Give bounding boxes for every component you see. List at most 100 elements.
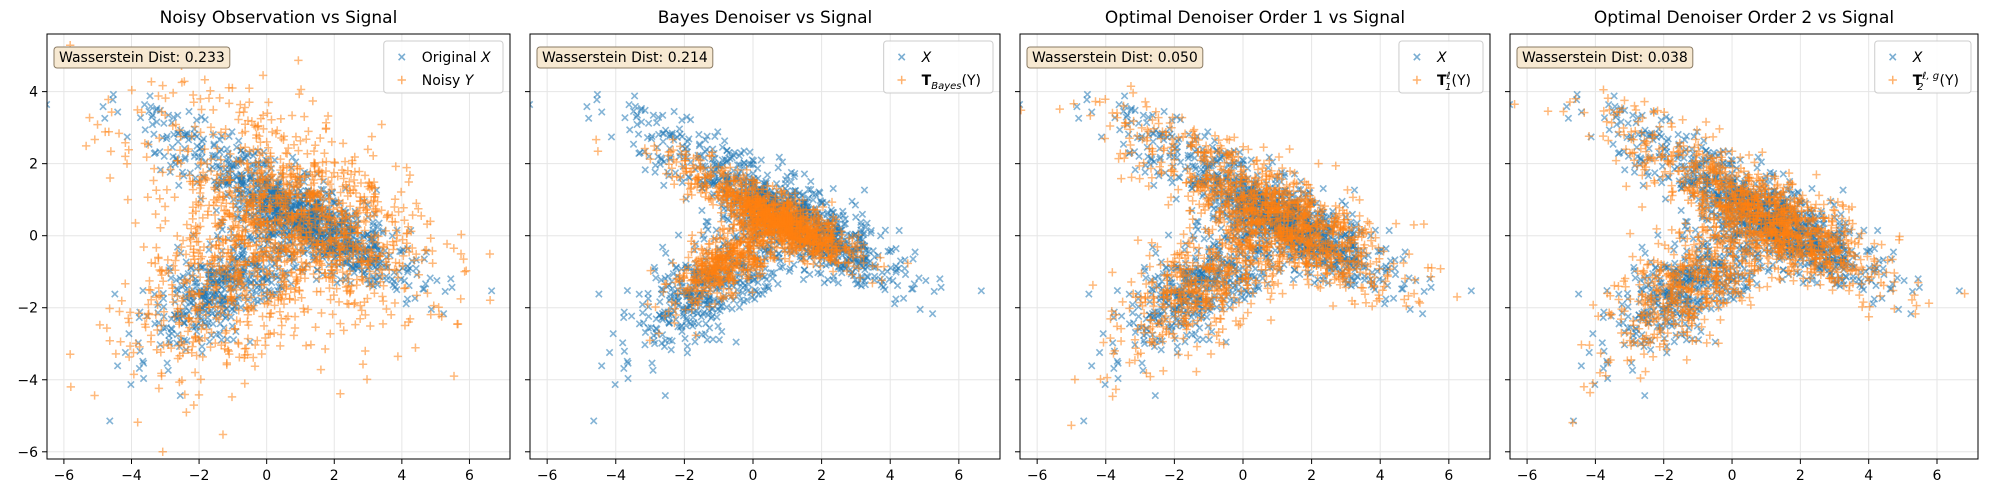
data-point <box>324 189 334 198</box>
data-point <box>400 216 409 225</box>
data-point <box>343 191 352 201</box>
data-point <box>169 113 178 122</box>
data-point <box>171 256 180 265</box>
data-point <box>485 249 495 259</box>
data-point <box>157 107 166 116</box>
data-point <box>235 137 243 145</box>
data-point <box>266 172 275 181</box>
data-point <box>310 170 320 179</box>
data-point <box>857 282 866 290</box>
data-point <box>378 292 387 301</box>
data-point <box>206 86 215 96</box>
data-point <box>396 187 406 197</box>
data-point <box>412 199 421 208</box>
data-point <box>660 181 668 190</box>
data-point <box>162 266 171 276</box>
data-point <box>160 202 170 211</box>
data-point <box>197 113 206 121</box>
data-point <box>361 346 370 356</box>
data-point <box>656 298 664 306</box>
data-point <box>114 129 124 138</box>
data-point <box>895 226 903 235</box>
data-point <box>234 115 243 124</box>
data-point <box>787 178 795 186</box>
data-point <box>224 346 233 356</box>
data-point <box>134 309 144 318</box>
data-point <box>183 337 191 345</box>
data-point <box>343 269 352 279</box>
data-point <box>150 130 158 138</box>
data-point <box>215 330 224 338</box>
data-point <box>321 124 331 134</box>
data-point <box>207 328 216 337</box>
data-point <box>136 347 144 355</box>
data-point <box>428 246 437 256</box>
data-point <box>214 315 224 324</box>
data-point <box>183 345 193 355</box>
data-point <box>381 257 391 267</box>
data-point <box>359 216 369 225</box>
data-point <box>260 189 270 199</box>
data-point <box>405 314 415 324</box>
data-point <box>426 234 435 243</box>
data-point <box>372 242 381 250</box>
data-point <box>288 212 297 221</box>
data-point <box>854 264 863 273</box>
data-point <box>213 193 222 203</box>
data-point <box>449 371 459 381</box>
data-point <box>275 209 285 218</box>
x-tick-label: 4 <box>397 468 406 484</box>
data-point <box>359 203 368 213</box>
data-point <box>659 137 667 146</box>
data-point <box>182 408 191 417</box>
data-point <box>192 351 201 360</box>
data-point <box>259 321 269 331</box>
data-point <box>260 299 269 308</box>
data-point <box>243 159 252 168</box>
data-point <box>156 147 164 156</box>
data-point <box>276 341 285 351</box>
data-point <box>251 158 261 167</box>
data-point <box>300 237 309 246</box>
data-point <box>701 330 709 338</box>
data-point <box>235 258 244 267</box>
data-point <box>196 128 205 137</box>
data-point <box>402 228 412 238</box>
data-point <box>200 333 210 343</box>
data-point <box>133 105 142 115</box>
data-point <box>206 123 216 132</box>
data-point <box>190 122 200 131</box>
data-point <box>718 143 727 151</box>
data-point <box>316 259 326 268</box>
data-point <box>218 215 227 225</box>
data-point <box>379 243 389 252</box>
data-point <box>382 304 391 314</box>
data-point <box>583 102 591 111</box>
data-point <box>369 211 379 220</box>
data-point <box>263 217 272 226</box>
data-point <box>809 196 817 204</box>
data-point <box>348 250 358 259</box>
data-point <box>198 252 207 261</box>
data-point <box>172 276 180 284</box>
data-point <box>623 286 632 295</box>
data-point <box>272 126 282 135</box>
data-point <box>448 283 456 292</box>
data-point <box>711 132 719 141</box>
data-point <box>391 162 400 171</box>
data-point <box>219 162 229 171</box>
data-point <box>733 161 742 169</box>
data-point <box>214 234 223 243</box>
data-point <box>105 304 114 313</box>
data-point <box>273 214 282 224</box>
data-point <box>185 276 195 285</box>
data-point <box>420 246 430 255</box>
data-point <box>890 300 899 308</box>
data-point <box>104 95 113 104</box>
data-point <box>255 177 265 187</box>
data-point <box>191 197 201 207</box>
data-point <box>353 245 362 254</box>
data-point <box>246 242 255 251</box>
data-point <box>375 264 385 274</box>
data-point <box>214 192 223 202</box>
